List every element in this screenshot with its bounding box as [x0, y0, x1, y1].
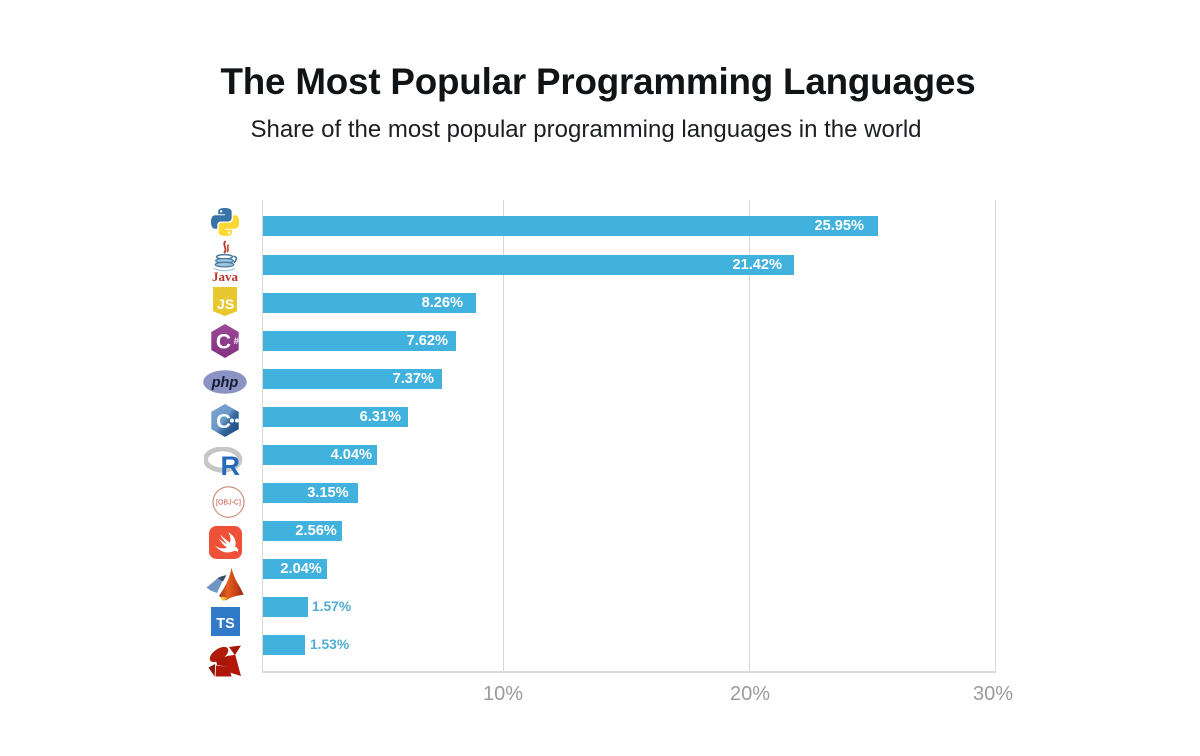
svg-text:php: php	[211, 375, 239, 391]
svg-text:[OBJ-C]: [OBJ-C]	[216, 499, 241, 506]
svg-text:C: C	[216, 410, 231, 433]
svg-text:JS: JS	[217, 296, 234, 312]
svg-text:C: C	[216, 331, 231, 354]
svg-text:R: R	[221, 451, 241, 476]
svg-text:TS: TS	[216, 616, 235, 632]
svg-text:Java: Java	[212, 269, 239, 284]
svg-text:#: #	[234, 336, 240, 347]
